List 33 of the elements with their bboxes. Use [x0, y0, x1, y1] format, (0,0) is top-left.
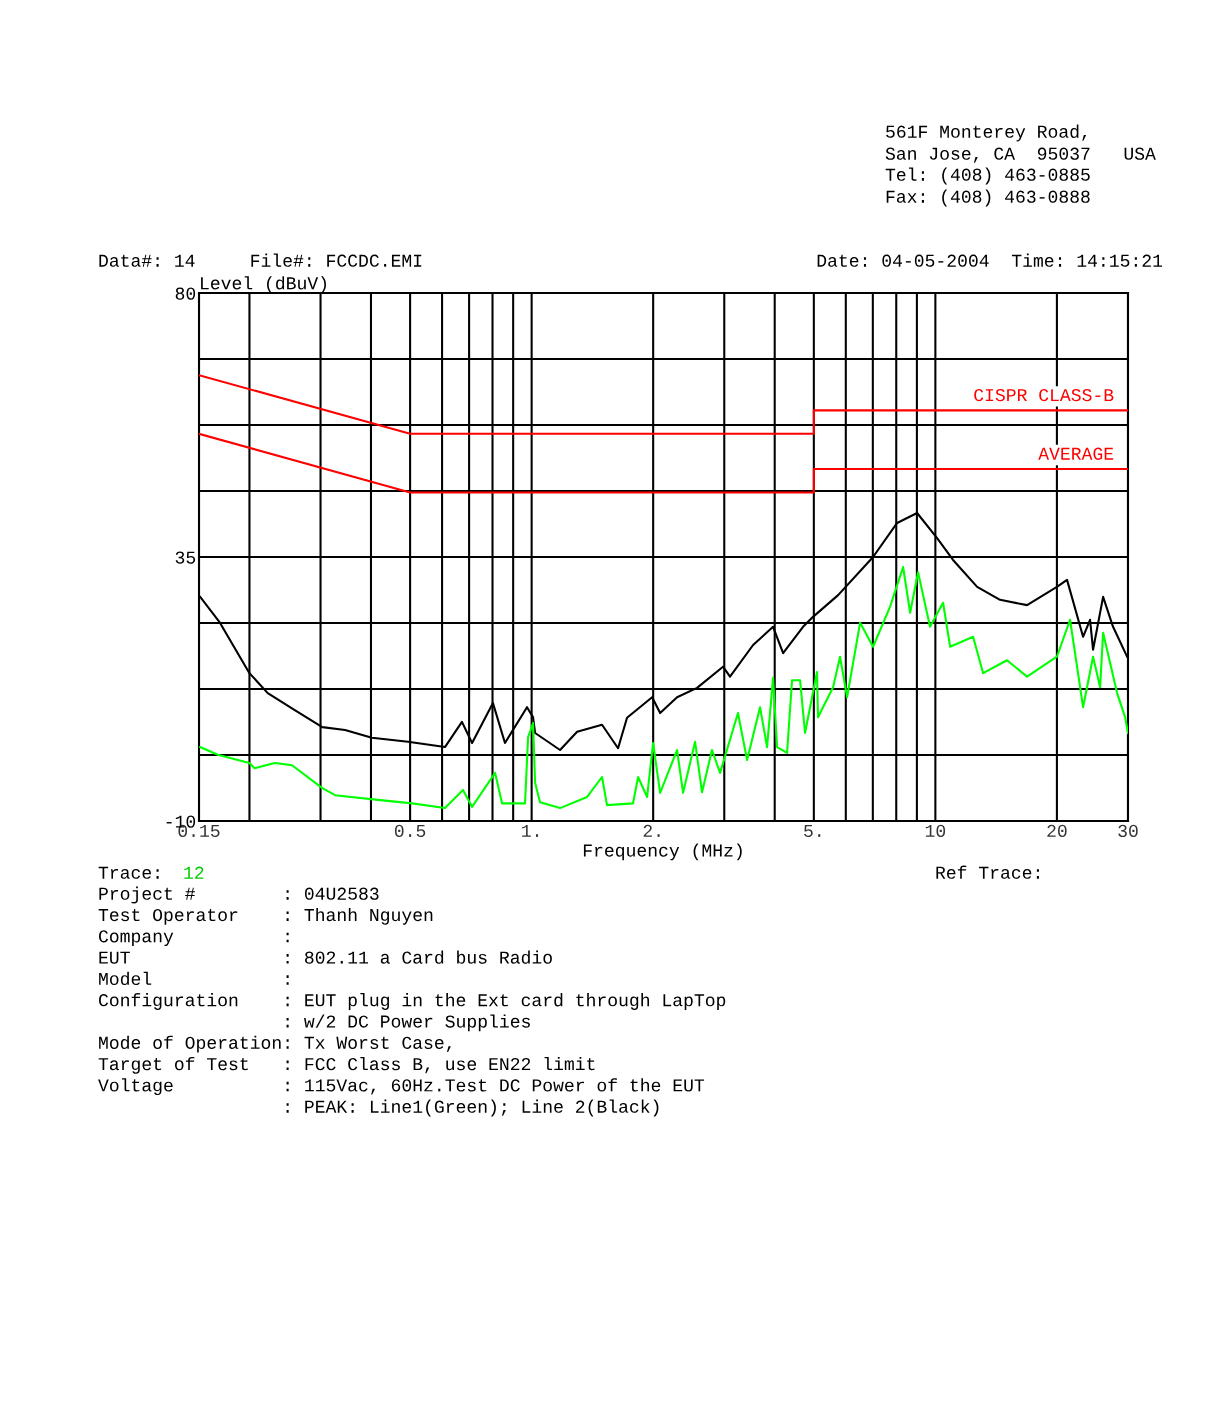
series-label: AVERAGE [1038, 447, 1114, 460]
text: Target of Test : FCC Class B, use EN22 limit [98, 1056, 595, 1074]
text: Tel: (408) 463-0885 [885, 167, 1090, 185]
text: EUT : 802.11 a Card bus Radio [99, 950, 552, 964]
text: Test Operator : Thanh Nguyen [98, 907, 433, 925]
text: Company : [99, 930, 289, 947]
x-tick-label: 30 [1118, 824, 1138, 838]
text: San Jose, CA 95037 USA [885, 147, 1156, 163]
text: Mode of Operation: Tx Worst Case, [99, 1035, 451, 1053]
x-tick-label: 2. [643, 824, 660, 837]
text: Model : [99, 971, 289, 986]
text: Data#: 14 File#: FCCDC.EMI [99, 253, 422, 267]
text: Voltage : 115Vac, 60Hz.Test DC Power of the EUT [98, 1078, 705, 1096]
x-tick-label: 5. [804, 824, 821, 838]
text: : PEAK: Line1(Green); Line 2(Black) [286, 1099, 659, 1117]
text: Trace: [98, 866, 159, 879]
text: Ref Trace: [936, 865, 1039, 879]
series-label: CISPR CLASS-B [974, 388, 1114, 402]
text: Fax: (408) 463-0888 [886, 189, 1090, 207]
x-tick-label: 20 [1047, 824, 1067, 838]
text: Date: 04-05-2004 Time: 14:15:21 [817, 253, 1163, 267]
x-tick-label: 0.5 [394, 824, 426, 838]
y-tick-label: 80 [175, 287, 196, 300]
x-axis-title: Frequency (MHz) [583, 843, 742, 861]
x-tick-label: 1. [522, 824, 539, 837]
y-axis-title: Level (dBuV) [201, 276, 326, 293]
text: : w/2 DC Power Supplies [286, 1014, 530, 1032]
text: Configuration : EUT plug in the Ext card through LapTop [99, 993, 726, 1010]
text: 561F Monterey Road, [886, 124, 1087, 142]
text: Project # : 04U2583 [99, 886, 379, 904]
y-tick-label: 35 [175, 551, 196, 564]
text: 12 [184, 866, 204, 879]
x-tick-label: 10 [925, 824, 946, 838]
